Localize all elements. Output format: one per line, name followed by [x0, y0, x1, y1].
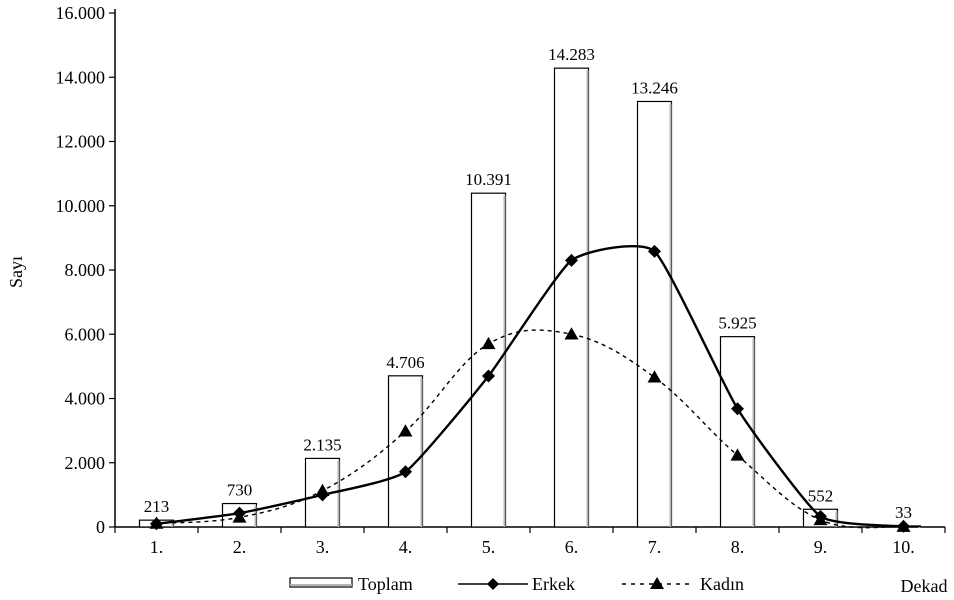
kadin-point [398, 424, 413, 437]
bar-value-label: 2.135 [303, 435, 341, 454]
bar-value-label: 5.925 [718, 314, 756, 333]
kadin-point [232, 510, 247, 523]
x-tick-label: 4. [399, 537, 413, 557]
erkek-point [482, 369, 495, 383]
y-tick-label: 16.000 [56, 3, 106, 23]
y-tick-label: 12.000 [56, 132, 106, 152]
y-tick-label: 8.000 [65, 260, 106, 280]
x-tick-label: 2. [233, 537, 247, 557]
kadin-point [149, 516, 164, 529]
bar [553, 67, 590, 528]
bar [636, 100, 673, 528]
series-line-erkek [156, 244, 904, 528]
y-tick-label: 2.000 [65, 453, 106, 473]
legend-label-toplam: Toplam [358, 574, 413, 594]
y-axis-title: Sayı [6, 256, 26, 288]
bar-value-label: 730 [227, 481, 253, 500]
x-tick-label: 6. [565, 537, 579, 557]
y-tick-label: 0 [96, 517, 105, 537]
bar [719, 336, 756, 528]
legend: Toplam Erkek Kadın [289, 574, 744, 594]
series-line-kadın [156, 329, 904, 529]
lines-layer [149, 244, 911, 533]
y-tick-label: 14.000 [56, 67, 106, 87]
bar-value-label: 10.391 [465, 170, 512, 189]
kadin-point [481, 336, 496, 350]
y-tick-label: 6.000 [65, 324, 106, 344]
kadin-point [896, 519, 911, 532]
kadin-point [813, 512, 828, 526]
x-tick-label: 1. [150, 537, 164, 557]
chart-axes: 0 2.000 4.000 6.000 8.000 10.000 12.000 14.000 1… [56, 3, 946, 557]
x-tick-label: 3. [316, 537, 330, 557]
bars-layer [138, 67, 922, 528]
bar-value-label: 213 [144, 497, 170, 516]
x-tick-label: 7. [648, 537, 662, 557]
bar-value-label: 552 [808, 486, 834, 505]
x-tick-label: 9. [814, 537, 828, 557]
x-tick-label: 10. [892, 537, 915, 557]
y-tick-label: 4.000 [65, 389, 106, 409]
x-tick-label: 5. [482, 537, 496, 557]
erkek-point [565, 253, 578, 267]
legend-label-kadin: Kadın [700, 574, 744, 594]
kadin-point [647, 370, 662, 383]
legend-swatch-toplam [289, 577, 353, 588]
labels-layer: 213 730 2.135 4.706 10.391 14.283 13.246 5.925 5… [144, 45, 912, 522]
bar-value-label: 4.706 [386, 353, 424, 372]
kadin-point [315, 483, 330, 496]
legend-marker-kadin [650, 577, 664, 589]
bar-value-label: 14.283 [548, 45, 595, 64]
erkek-point [648, 244, 661, 258]
bar [387, 375, 424, 528]
kadin-point [564, 327, 579, 340]
y-tick-label: 10.000 [56, 196, 106, 216]
bar-value-label: 13.246 [631, 78, 678, 97]
x-axis-title: Dekad [901, 576, 948, 596]
erkek-point [731, 402, 744, 416]
erkek-point [399, 465, 412, 479]
bar-value-label: 33 [895, 503, 912, 522]
x-tick-label: 8. [731, 537, 745, 557]
legend-label-erkek: Erkek [532, 574, 575, 594]
legend-marker-erkek [487, 578, 499, 590]
kadin-point [730, 448, 745, 461]
